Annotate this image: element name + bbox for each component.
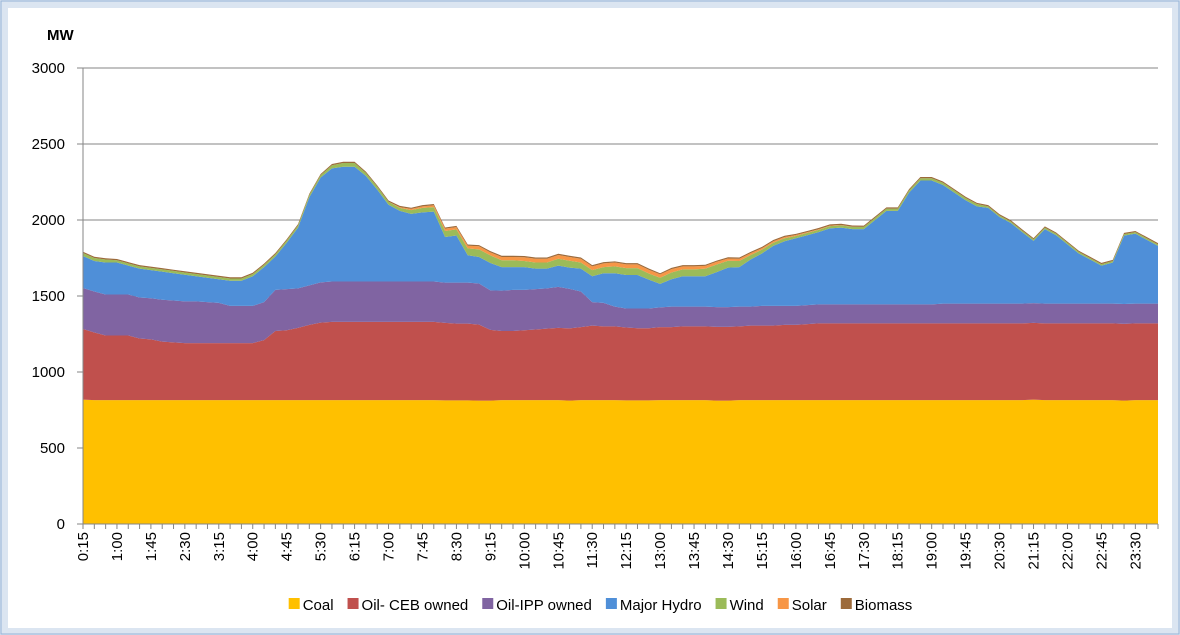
x-tick-label: 10:00 <box>516 532 533 570</box>
legend-swatch <box>605 598 617 609</box>
x-tick-label: 16:45 <box>822 532 839 570</box>
legend-label: Major Hydro <box>620 597 702 614</box>
x-tick-label: 10:45 <box>550 532 567 570</box>
legend-swatch <box>347 598 359 609</box>
legend-label: Oil- CEB owned <box>362 597 469 614</box>
x-tick-label: 19:00 <box>924 532 941 570</box>
x-tick-label: 4:00 <box>245 532 262 561</box>
x-tick-label: 12:15 <box>618 532 635 570</box>
legend-swatch <box>482 598 494 609</box>
x-tick-label: 22:00 <box>1059 532 1076 570</box>
legend-swatch <box>777 598 789 609</box>
legend-swatch <box>840 598 852 609</box>
legend-label: Wind <box>730 597 764 614</box>
x-tick-label: 22:45 <box>1093 532 1110 570</box>
x-tick-label: 1:45 <box>143 532 160 561</box>
x-tick-label: 11:30 <box>584 532 601 568</box>
x-tick-label: 0:15 <box>75 532 92 561</box>
legend-label: Coal <box>303 597 334 614</box>
x-tick-label: 8:30 <box>448 532 465 561</box>
x-tick-label: 4:45 <box>279 532 296 561</box>
legend-item: Coal <box>288 597 334 614</box>
x-tick-label: 5:30 <box>313 532 330 561</box>
y-tick-label: 1500 <box>32 288 65 305</box>
y-tick-label: 2000 <box>32 212 65 229</box>
area <box>83 321 1158 401</box>
legend-label: Solar <box>792 597 827 614</box>
x-tick-label: 2:30 <box>177 532 194 561</box>
legend: Coal Oil- CEB owned Oil-IPP owned Major Hyd… <box>288 597 913 614</box>
x-tick-label: 20:30 <box>992 532 1009 570</box>
area <box>83 281 1158 344</box>
legend-label: Oil-IPP owned <box>496 597 592 614</box>
legend-item: Wind <box>715 597 764 614</box>
x-tick-label: 9:15 <box>482 532 499 561</box>
legend-swatch <box>288 598 300 609</box>
x-tick-label: 13:00 <box>652 532 669 570</box>
x-tick-label: 7:45 <box>414 532 431 561</box>
y-tick-label: 1000 <box>32 364 65 381</box>
x-tick-label: 3:15 <box>211 532 228 561</box>
x-tick-label: 18:15 <box>890 532 907 570</box>
x-tick-label: 17:30 <box>856 532 873 570</box>
x-tick-label: 6:15 <box>347 532 364 561</box>
area <box>83 399 1158 524</box>
y-tick-label: 0 <box>57 516 65 533</box>
x-tick-label: 16:00 <box>788 532 805 570</box>
x-tick-label: 13:45 <box>686 532 703 570</box>
x-tick-label: 15:15 <box>754 532 771 570</box>
legend-item: Biomass <box>840 597 913 614</box>
x-tick-label: 7:00 <box>381 532 398 561</box>
area <box>83 166 1158 309</box>
x-tick-label: 1:00 <box>109 532 126 561</box>
x-tick-label: 19:45 <box>958 532 975 570</box>
legend-label: Biomass <box>855 597 913 614</box>
y-tick-label: 500 <box>40 440 65 457</box>
y-tick-label: 2500 <box>32 136 65 153</box>
x-tick-label: 23:30 <box>1127 532 1144 570</box>
legend-item: Solar <box>777 597 827 614</box>
y-axis-label: MW <box>47 27 74 44</box>
legend-swatch <box>715 598 727 609</box>
y-tick-label: 3000 <box>32 60 65 77</box>
legend-item: Oil-IPP owned <box>482 597 592 614</box>
x-tick-label: 21:15 <box>1026 532 1043 570</box>
x-tick-label: 14:30 <box>720 532 737 570</box>
legend-item: Major Hydro <box>605 597 702 614</box>
legend-item: Oil- CEB owned <box>347 597 469 614</box>
